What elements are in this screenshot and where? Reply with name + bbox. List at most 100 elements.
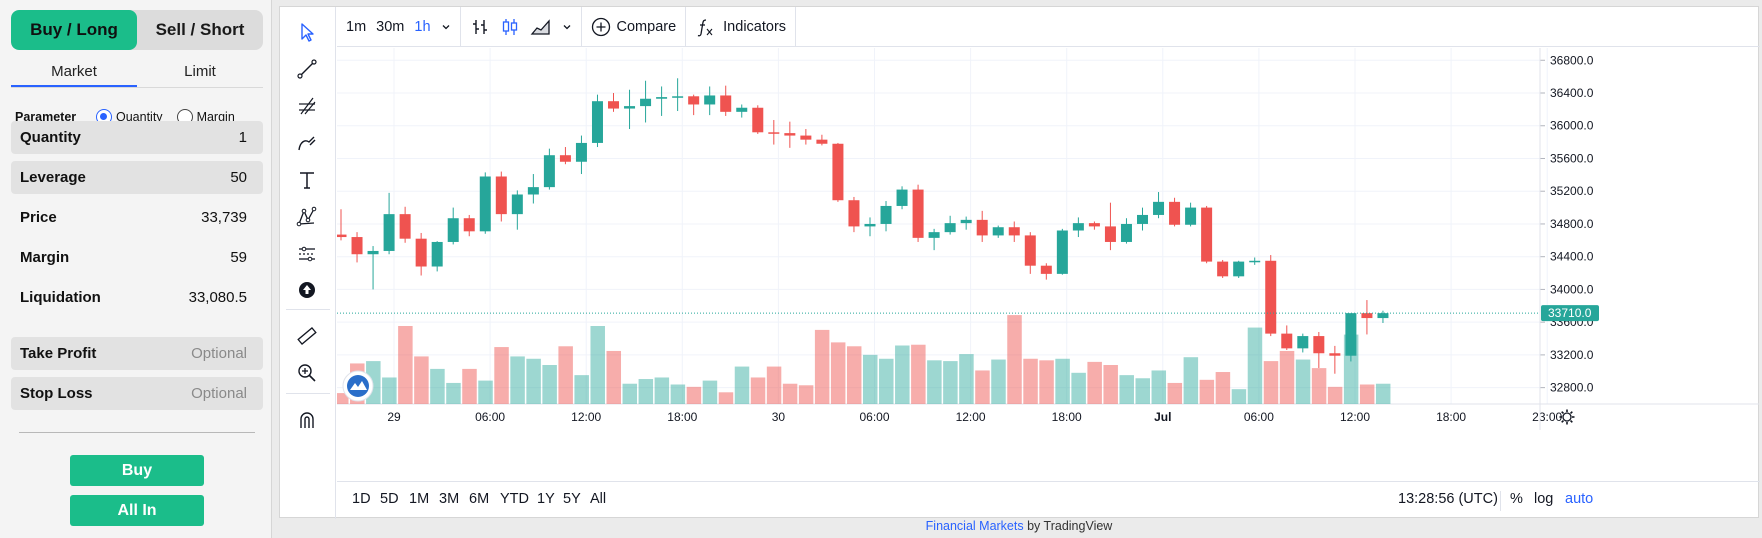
time-tick-label: 06:00 bbox=[859, 410, 889, 424]
all-in-button[interactable]: All In bbox=[70, 495, 204, 526]
volume-bar bbox=[574, 375, 589, 404]
text-tool-icon[interactable] bbox=[292, 165, 322, 195]
gear-tooth bbox=[1569, 419, 1573, 423]
time-tick-label: 18:00 bbox=[667, 410, 697, 424]
interval-30m[interactable]: 30m bbox=[376, 18, 405, 35]
buy-button[interactable]: Buy bbox=[70, 455, 204, 486]
cursor-icon[interactable] bbox=[292, 17, 322, 47]
gear-tooth bbox=[1561, 411, 1565, 415]
leverage-field[interactable]: Leverage 50 bbox=[11, 161, 263, 194]
volume-bar bbox=[1007, 315, 1022, 404]
settings-icon[interactable] bbox=[1559, 409, 1575, 425]
candle-body bbox=[656, 97, 668, 99]
volume-bar bbox=[622, 383, 638, 404]
price-value: 33,739 bbox=[201, 209, 247, 226]
volume-bar bbox=[1375, 383, 1391, 404]
margin-row: Margin 59 bbox=[11, 241, 263, 274]
candle-body bbox=[495, 176, 507, 215]
area-style-button[interactable] bbox=[525, 7, 557, 47]
volume-bar bbox=[462, 368, 477, 404]
time-tick-label: Jul bbox=[1154, 410, 1171, 424]
volume-bar bbox=[766, 366, 782, 404]
candle-body bbox=[992, 227, 1004, 236]
function-icon bbox=[697, 18, 713, 36]
candles-style-button[interactable] bbox=[495, 7, 525, 47]
volume-bar bbox=[734, 366, 750, 404]
candle-body bbox=[1281, 333, 1293, 349]
tab-market[interactable]: Market bbox=[11, 58, 137, 87]
chart-widget: 1m 30m 1h Compare bbox=[279, 6, 1760, 519]
candle-body bbox=[784, 133, 796, 136]
separator bbox=[795, 6, 797, 47]
indicators-label: Indicators bbox=[723, 18, 787, 35]
fib-retracement-icon[interactable] bbox=[292, 91, 322, 121]
volume-bar bbox=[1359, 384, 1375, 404]
volume-bar bbox=[638, 379, 654, 404]
magnet-icon[interactable] bbox=[292, 405, 322, 435]
percent-toggle[interactable]: % bbox=[1510, 491, 1523, 507]
volume-bar bbox=[1151, 370, 1167, 404]
financial-markets-link[interactable]: Financial Markets bbox=[925, 519, 1024, 533]
separator bbox=[286, 309, 330, 310]
range-3m[interactable]: 3M bbox=[439, 491, 460, 507]
interval-1h[interactable]: 1h bbox=[414, 18, 431, 35]
volume-bar bbox=[526, 358, 541, 404]
candle-body bbox=[848, 200, 860, 227]
log-toggle[interactable]: log bbox=[1534, 491, 1554, 507]
volume-bar bbox=[446, 382, 461, 404]
buy-long-tab[interactable]: Buy / Long bbox=[11, 10, 137, 50]
trend-line-icon[interactable] bbox=[292, 54, 322, 84]
range-5d[interactable]: 5D bbox=[380, 491, 399, 507]
range-5y[interactable]: 5Y bbox=[563, 491, 581, 507]
range-1d[interactable]: 1D bbox=[352, 491, 371, 507]
auto-toggle[interactable]: auto bbox=[1565, 491, 1594, 507]
quantity-field[interactable]: Quantity 1 bbox=[11, 121, 263, 154]
liquidation-row: Liquidation 33,080.5 bbox=[11, 281, 263, 314]
candle-body bbox=[832, 143, 844, 201]
candle-body bbox=[1024, 235, 1036, 266]
candle-body bbox=[1361, 313, 1373, 319]
volume-bar bbox=[382, 377, 397, 404]
volume-bar bbox=[1071, 372, 1086, 404]
volume-bar bbox=[1263, 361, 1279, 404]
bars-style-button[interactable] bbox=[465, 7, 495, 47]
range-all[interactable]: All bbox=[590, 491, 607, 507]
price-tick-label: 36000.0 bbox=[1550, 119, 1594, 133]
candle-body bbox=[1088, 223, 1100, 227]
hide-drawings-icon[interactable] bbox=[292, 275, 322, 305]
candle-body bbox=[912, 189, 924, 238]
candle-body bbox=[1201, 207, 1213, 262]
ruler-icon[interactable] bbox=[292, 321, 322, 351]
prediction-icon[interactable] bbox=[292, 239, 322, 269]
take-profit-field[interactable]: Take Profit Optional bbox=[11, 337, 263, 370]
tab-limit[interactable]: Limit bbox=[184, 63, 216, 80]
liquidation-value: 33,080.5 bbox=[188, 289, 247, 306]
candle-body bbox=[337, 234, 347, 238]
candle-body bbox=[399, 214, 411, 239]
range-1y[interactable]: 1Y bbox=[537, 491, 555, 507]
stop-loss-field[interactable]: Stop Loss Optional bbox=[11, 377, 263, 410]
interval-dropdown[interactable] bbox=[436, 7, 456, 47]
range-1m[interactable]: 1M bbox=[409, 491, 430, 507]
candle-body bbox=[367, 250, 379, 255]
volume-bar bbox=[1279, 350, 1295, 404]
volume-bar bbox=[830, 342, 846, 404]
volume-bar bbox=[879, 358, 894, 404]
price-chart[interactable]: 36800.0 36400.0 36000.0 35600.0 35200.0 34800… bbox=[337, 48, 1759, 480]
compare-button[interactable]: Compare bbox=[586, 7, 682, 47]
volume-bar bbox=[846, 346, 862, 404]
volume-bar bbox=[895, 345, 910, 404]
zoom-in-icon[interactable] bbox=[292, 358, 322, 388]
chart-style-dropdown[interactable] bbox=[557, 7, 577, 47]
pattern-icon[interactable] bbox=[292, 202, 322, 232]
volume-bar bbox=[478, 380, 493, 404]
volume-bar bbox=[927, 360, 942, 404]
candle-body bbox=[704, 95, 716, 105]
brush-icon[interactable] bbox=[292, 128, 322, 158]
range-6m[interactable]: 6M bbox=[469, 491, 490, 507]
sell-short-tab[interactable]: Sell / Short bbox=[155, 20, 245, 39]
utc-clock[interactable]: 13:28:56 (UTC) bbox=[1398, 491, 1498, 507]
interval-1m[interactable]: 1m bbox=[346, 18, 367, 35]
indicators-button[interactable]: Indicators bbox=[690, 7, 791, 47]
range-ytd[interactable]: YTD bbox=[500, 491, 529, 507]
